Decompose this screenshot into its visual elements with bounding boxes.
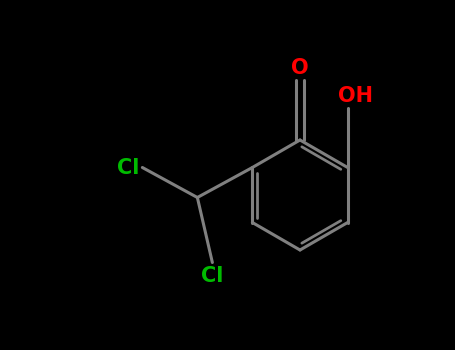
Text: Cl: Cl (201, 266, 223, 287)
Text: O: O (291, 58, 309, 78)
Text: Cl: Cl (117, 158, 140, 177)
Text: OH: OH (338, 85, 373, 105)
